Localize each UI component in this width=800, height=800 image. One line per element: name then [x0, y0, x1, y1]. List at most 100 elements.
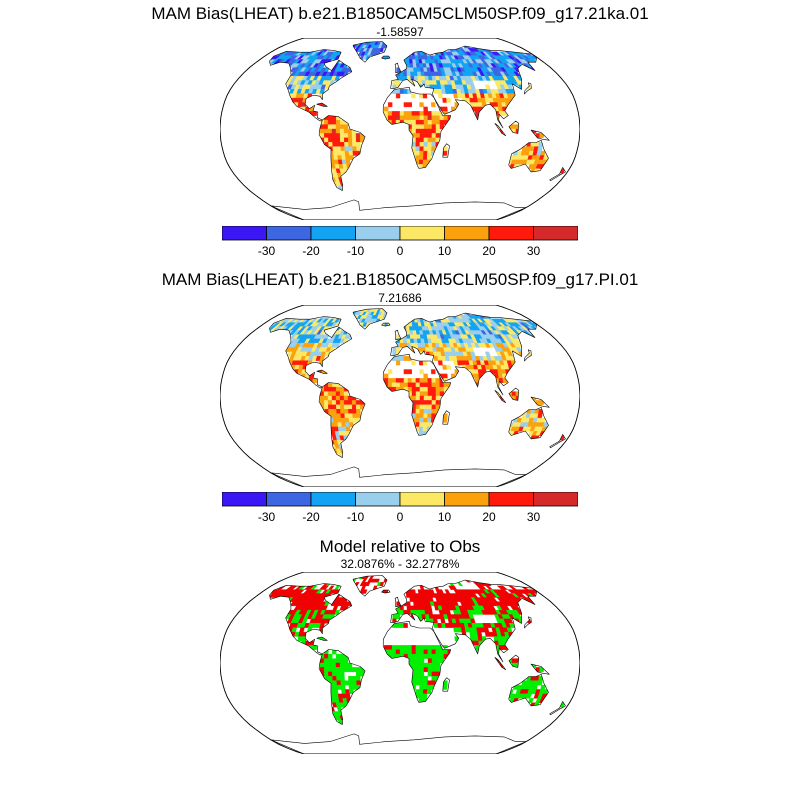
data-cell	[419, 400, 425, 406]
data-cell	[356, 409, 361, 414]
data-cell	[419, 124, 425, 130]
data-cell	[399, 645, 405, 650]
colorbar-box	[488, 492, 534, 507]
data-cell	[446, 97, 451, 103]
data-cell	[335, 137, 341, 143]
data-cell	[336, 417, 342, 423]
data-cell	[431, 653, 437, 659]
data-cell	[339, 137, 345, 143]
data-cell	[423, 137, 429, 143]
data-cell	[323, 400, 329, 406]
data-cell	[406, 67, 411, 73]
data-cell	[332, 671, 337, 677]
data-cell	[419, 662, 425, 668]
data-cell	[439, 386, 445, 392]
data-cell	[343, 658, 349, 664]
data-cell	[352, 150, 358, 156]
data-cell	[324, 137, 329, 143]
data-cell	[332, 146, 338, 152]
data-cell	[419, 115, 425, 121]
data-cell	[411, 653, 417, 659]
data-cell	[427, 128, 433, 134]
data-cell	[387, 111, 393, 116]
data-cell	[410, 605, 415, 611]
data-cell	[411, 391, 417, 397]
data-cell	[415, 409, 421, 414]
coastline-newzealand	[549, 701, 566, 716]
data-cell	[387, 378, 393, 383]
data-cell	[391, 378, 397, 383]
data-cell	[406, 338, 411, 344]
data-cell	[399, 609, 404, 615]
data-cell	[331, 662, 337, 668]
data-cell	[415, 378, 421, 383]
data-cell	[427, 142, 432, 147]
data-cell	[427, 417, 432, 423]
data-cell	[409, 67, 415, 73]
data-cell	[415, 115, 421, 121]
data-cell	[387, 645, 393, 650]
data-cell	[411, 662, 417, 668]
colorbar-box	[488, 226, 534, 241]
data-cell	[423, 653, 429, 659]
data-cell	[415, 671, 421, 677]
data-cell	[344, 413, 350, 419]
data-cell	[347, 137, 353, 143]
data-cell	[348, 409, 353, 414]
data-cell	[423, 128, 429, 134]
data-cell	[411, 93, 416, 99]
data-cell	[343, 404, 349, 410]
data-cell	[328, 671, 333, 677]
data-cell	[399, 75, 404, 81]
colorbar-box	[444, 226, 490, 241]
data-cell	[419, 378, 425, 383]
data-cell	[339, 128, 345, 134]
data-cell	[323, 119, 329, 125]
data-field	[269, 575, 566, 725]
data-cell	[395, 378, 401, 383]
data-cell	[411, 395, 417, 401]
data-cell	[427, 653, 433, 659]
data-cell	[403, 356, 408, 361]
data-cell	[427, 680, 432, 686]
data-cell	[343, 137, 349, 143]
data-cell	[431, 391, 437, 397]
data-cell	[423, 378, 429, 383]
data-cell	[352, 146, 357, 152]
data-cell	[419, 119, 425, 125]
data-cell	[435, 111, 440, 116]
data-cell	[323, 391, 329, 397]
data-cell	[427, 386, 433, 392]
coastline-borneo	[508, 120, 520, 134]
data-cell	[415, 417, 420, 423]
data-cell	[355, 667, 361, 673]
data-cell	[336, 142, 341, 147]
data-cell	[423, 662, 429, 668]
coastline-madagascar	[442, 143, 450, 158]
data-cell	[415, 142, 421, 147]
data-cell	[347, 400, 353, 406]
data-cell	[337, 155, 343, 161]
data-cell	[435, 653, 441, 659]
data-cell	[427, 146, 432, 152]
data-cell	[419, 111, 425, 116]
data-cell	[426, 689, 432, 695]
data-cell	[427, 409, 432, 414]
data-cell	[339, 404, 345, 410]
data-cell	[435, 124, 441, 130]
data-cell	[423, 395, 429, 401]
coastline-newguinea	[530, 396, 550, 408]
data-cell	[435, 115, 441, 121]
data-cell	[327, 653, 333, 659]
data-cell	[340, 150, 346, 156]
data-cell	[423, 409, 429, 414]
data-cell	[442, 150, 448, 156]
data-cell	[431, 658, 437, 664]
data-cell	[340, 409, 345, 414]
data-cell	[419, 671, 425, 677]
data-cell	[415, 680, 420, 686]
data-cell	[391, 649, 397, 655]
data-cell	[415, 137, 421, 143]
data-cell	[336, 684, 342, 690]
coastline-newguinea	[530, 663, 550, 675]
